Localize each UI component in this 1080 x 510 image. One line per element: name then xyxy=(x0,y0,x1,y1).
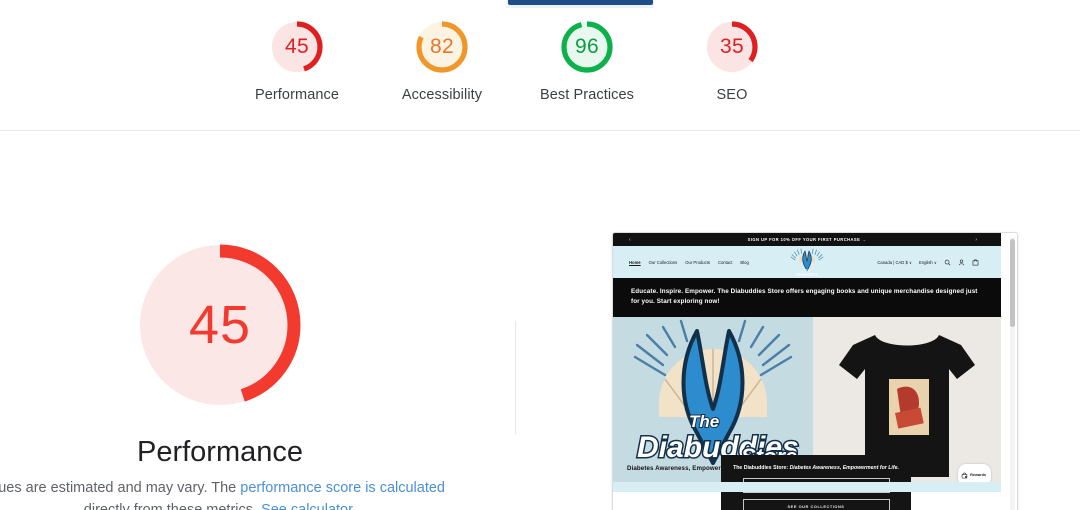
hero-logo-graphic: The Diabuddies Store xyxy=(633,319,800,471)
search-icon[interactable] xyxy=(944,259,951,266)
performance-title: Performance xyxy=(136,436,303,468)
language-selector[interactable]: English ∨ xyxy=(919,259,937,265)
performance-score-calculated-link[interactable]: performance score is calculated xyxy=(240,480,445,496)
hero-caption: Diabetes Awareness, Empowerment for Life xyxy=(627,465,760,472)
disclaimer-prefix: lues are estimated and may vary. The xyxy=(0,480,241,496)
gauge-dial: 35 xyxy=(701,16,763,78)
announcement-text: SIGN UP FOR 10% OFF YOUR FIRST PURCHASE … xyxy=(747,237,867,242)
gauge-label: Accessibility xyxy=(401,87,483,103)
modal-heading-italic: Diabetes Awareness, Empowerment for Life… xyxy=(789,465,899,471)
region-selector[interactable]: Canada | CAD $ ∨ xyxy=(877,259,913,265)
site-screenshot-preview[interactable]: ‹ SIGN UP FOR 10% OFF YOUR FIRST PURCHAS… xyxy=(612,232,1018,510)
account-icon[interactable] xyxy=(958,259,965,266)
category-gauge-seo[interactable]: 35 SEO xyxy=(657,8,807,103)
announcement-next-icon[interactable]: › xyxy=(975,236,977,243)
disclaimer-middle: directly from these metrics. xyxy=(83,502,262,510)
preview-nav-item-our-products[interactable]: Our Products xyxy=(685,259,710,265)
modal-heading: The Diabuddies Store: Diabetes Awareness… xyxy=(732,464,900,472)
rewards-label: Rewards xyxy=(970,473,986,477)
preview-hero: The Diabuddies Store Diabetes Awareness,… xyxy=(613,317,1001,510)
gauge-dial: 45 xyxy=(266,16,328,78)
rewards-icon xyxy=(961,466,968,484)
svg-text:Diabuddies: Diabuddies xyxy=(796,272,818,277)
preview-site-header: Home Our Collections Our Products Contact Bl… xyxy=(613,246,1001,278)
gauge-label: Best Practices xyxy=(539,87,635,103)
preview-scrollbar-track[interactable] xyxy=(1010,237,1015,510)
preview-promo-banner: Educate. Inspire. Empower. The Diabuddie… xyxy=(613,278,1001,317)
section-divider xyxy=(0,130,1080,131)
preview-announcement-bar: ‹ SIGN UP FOR 10% OFF YOUR FIRST PURCHAS… xyxy=(613,233,1001,246)
gauge-score: 96 xyxy=(575,35,599,58)
diabuddies-logo: The Diabuddies xyxy=(790,248,824,277)
vertical-divider xyxy=(515,321,516,434)
gauge-score: 45 xyxy=(285,35,309,58)
announcement-prev-icon[interactable]: ‹ xyxy=(629,236,631,243)
category-gauge-performance[interactable]: 45 Performance xyxy=(222,8,372,103)
active-tab-indicator[interactable] xyxy=(508,0,653,5)
gauge-label: Performance xyxy=(254,87,340,103)
svg-text:The: The xyxy=(804,269,810,273)
see-our-collections-button[interactable]: SEE OUR COLLECTIONS xyxy=(742,499,890,510)
preview-nav-item-contact[interactable]: Contact xyxy=(717,259,733,265)
modal-heading-plain: The Diabuddies Store: xyxy=(733,465,790,471)
disclaimer-suffix: . xyxy=(352,502,357,510)
hero-bottom-strip xyxy=(613,482,1001,492)
gauge-score: 82 xyxy=(430,35,454,58)
metrics-disclaimer: lues are estimated and may vary. The per… xyxy=(0,477,520,510)
performance-score: 45 xyxy=(188,295,252,355)
rewards-badge[interactable]: Rewards xyxy=(958,464,991,486)
tshirt-product-image xyxy=(839,335,975,477)
preview-scrollbar-thumb[interactable] xyxy=(1010,239,1015,327)
cart-icon[interactable] xyxy=(972,258,979,266)
hero-left-panel: The Diabuddies Store Diabetes Awareness,… xyxy=(613,317,813,492)
see-calculator-link[interactable]: See calculator xyxy=(261,502,353,510)
gauge-dial: 96 xyxy=(556,16,618,78)
preview-header-utilities: Canada | CAD $ ∨ English ∨ xyxy=(877,258,979,266)
category-gauge-best-practices[interactable]: 96 Best Practices xyxy=(512,8,662,103)
preview-nav-item-blog[interactable]: Blog xyxy=(740,259,749,265)
tab-strip xyxy=(0,0,1080,8)
preview-main-nav: Home Our Collections Our Products Contact Bl… xyxy=(629,260,749,265)
category-score-summary: 45 Performance 82 Accessibility 96 Best Pract… xyxy=(0,8,1080,130)
performance-gauge: 45 xyxy=(125,230,315,420)
preview-viewport: ‹ SIGN UP FOR 10% OFF YOUR FIRST PURCHAS… xyxy=(613,233,1001,510)
performance-gauge-column: 45 Performance xyxy=(0,131,500,469)
gauge-dial: 82 xyxy=(411,16,473,78)
category-gauge-accessibility[interactable]: 82 Accessibility xyxy=(367,8,517,103)
svg-text:The: The xyxy=(689,412,719,431)
gauge-score: 35 xyxy=(720,35,744,58)
preview-nav-item-home[interactable]: Home xyxy=(629,259,641,265)
gauge-label: SEO xyxy=(716,87,748,103)
preview-nav-item-our-collections[interactable]: Our Collections xyxy=(648,259,678,265)
